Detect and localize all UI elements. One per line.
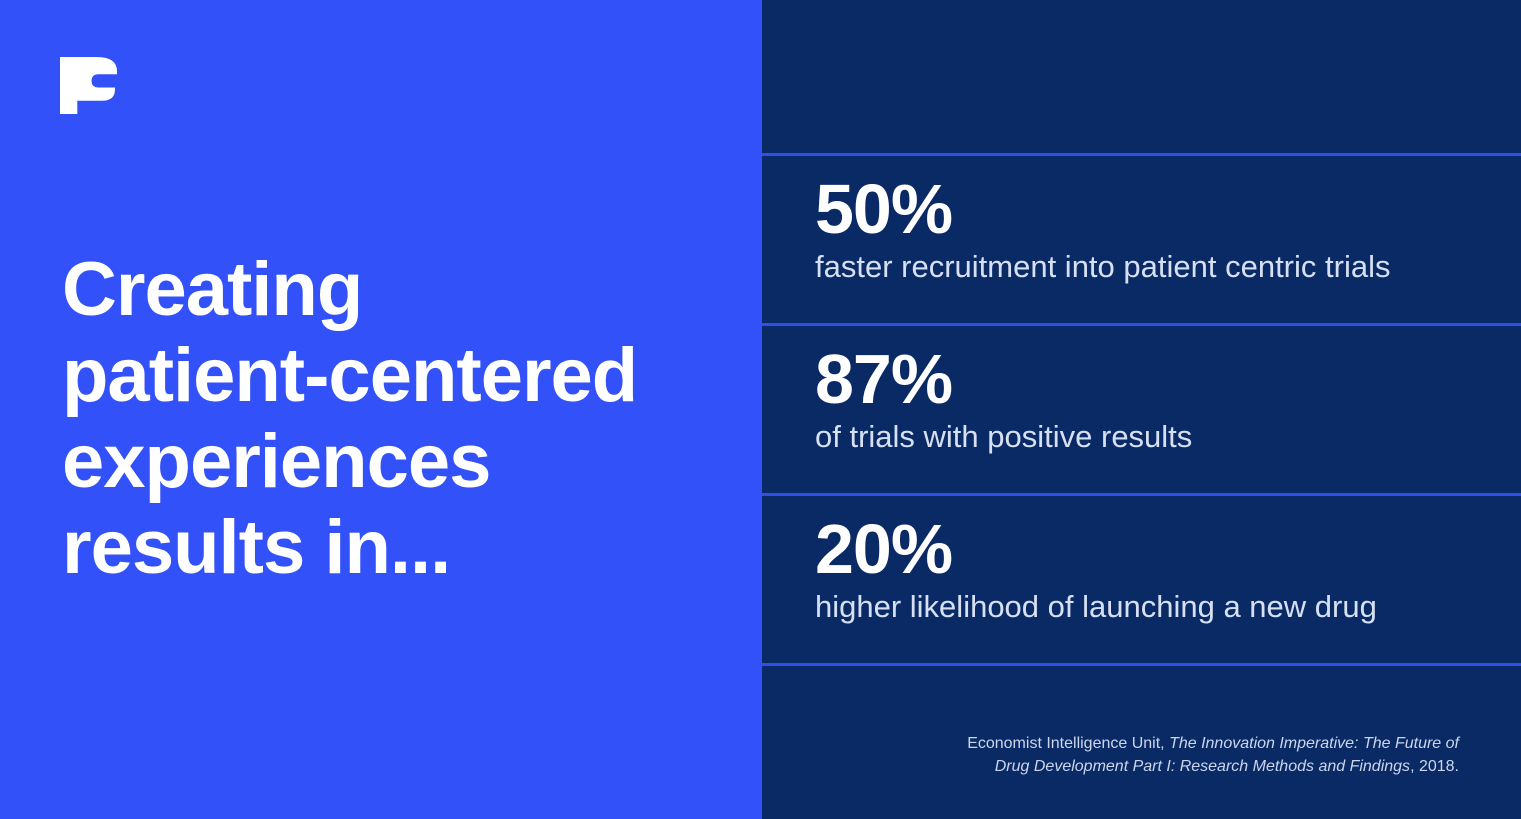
headline-line: results in... <box>62 505 451 590</box>
stat-value: 87% <box>815 340 953 418</box>
stat-row-positive-results: 87% of trials with positive results <box>762 323 1521 493</box>
headline-line: experiences <box>62 419 491 504</box>
p-logo-icon <box>60 57 117 114</box>
left-panel: Creating patient-centered experiences re… <box>0 0 762 819</box>
stat-row-recruitment: 50% faster recruitment into patient cent… <box>762 153 1521 323</box>
headline: Creating patient-centered experiences re… <box>62 247 638 591</box>
headline-line: Creating <box>62 247 363 332</box>
stat-row-launch-likelihood: 20% higher likelihood of launching a new… <box>762 493 1521 663</box>
top-spacer <box>762 0 1521 153</box>
headline-line: patient-centered <box>62 333 638 418</box>
stat-value: 20% <box>815 510 953 588</box>
citation-title-part-2: Drug Development Part I: Research Method… <box>994 758 1411 775</box>
stat-label: of trials with positive results <box>815 419 1193 454</box>
citation-line-2: Drug Development Part I: Research Method… <box>995 758 1459 775</box>
stat-value: 50% <box>815 170 953 248</box>
stats-panel: 50% faster recruitment into patient cent… <box>762 0 1521 819</box>
citation-year: , 2018. <box>1410 758 1459 775</box>
stat-label: higher likelihood of launching a new dru… <box>815 589 1377 624</box>
citation-line-1: Economist Intelligence Unit, The Innovat… <box>967 735 1459 752</box>
citation-title-part-1: The Innovation Imperative: The Future of <box>1169 735 1459 752</box>
citation-source: Economist Intelligence Unit, <box>967 735 1170 752</box>
stat-label: faster recruitment into patient centric … <box>815 249 1391 284</box>
citation: Economist Intelligence Unit, The Innovat… <box>762 732 1459 778</box>
citation-area: Economist Intelligence Unit, The Innovat… <box>762 663 1521 819</box>
